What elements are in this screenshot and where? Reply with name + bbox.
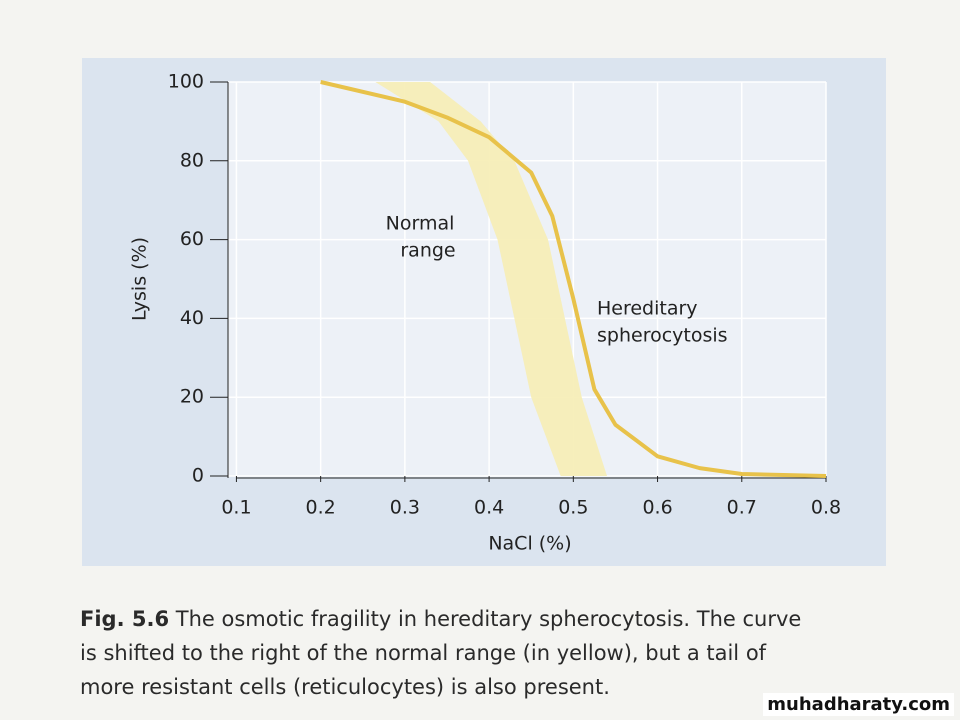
caption-label: Fig. 5.6 xyxy=(80,607,170,631)
y-axis-label: Lysis (%) xyxy=(129,237,151,321)
y-tick-label: 40 xyxy=(180,307,204,329)
x-tick-label: 0.8 xyxy=(811,497,841,519)
y-tick-label: 20 xyxy=(180,386,204,408)
chart: Lysis (%) NaCl (%) 0 20 40 60 80 100 0.1 0.2 0.3… xyxy=(82,58,886,566)
y-tick-label: 80 xyxy=(180,149,204,171)
y-tick-label: 60 xyxy=(180,228,204,250)
caption-line: more resistant cells (reticulocytes) is … xyxy=(80,675,610,699)
annotation: range xyxy=(400,240,455,262)
x-tick-label: 0.3 xyxy=(390,497,420,519)
caption: Fig. 5.6 The osmotic fragility in heredi… xyxy=(80,602,801,704)
annotation: spherocytosis xyxy=(597,325,728,347)
annotation: Normal xyxy=(386,213,455,235)
y-tick-label: 100 xyxy=(168,71,204,93)
x-tick-label: 0.1 xyxy=(221,497,251,519)
x-axis-label: NaCl (%) xyxy=(488,533,571,555)
watermark: muhadharaty.com xyxy=(763,693,954,716)
normal-range-band xyxy=(375,82,608,476)
x-tick-label: 0.5 xyxy=(558,497,588,519)
caption-line: Fig. 5.6 The osmotic fragility in heredi… xyxy=(80,602,801,636)
x-tick-label: 0.4 xyxy=(474,497,504,519)
y-tick-label: 0 xyxy=(192,465,204,487)
x-tick-label: 0.7 xyxy=(727,497,757,519)
x-tick-label: 0.6 xyxy=(642,497,672,519)
curve xyxy=(320,80,827,478)
x-tick-label: 0.2 xyxy=(306,497,336,519)
caption-line: is shifted to the right of the normal ra… xyxy=(80,641,767,665)
caption-text: The osmotic fragility in hereditary sphe… xyxy=(175,607,802,631)
annotation: Hereditary xyxy=(597,298,698,320)
